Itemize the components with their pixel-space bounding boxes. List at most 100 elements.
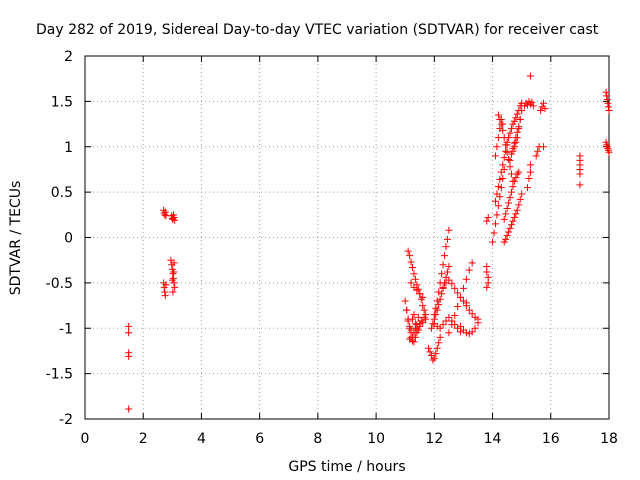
data-point (484, 279, 492, 287)
data-point (526, 72, 534, 80)
x-tick-label: 12 (425, 431, 443, 447)
data-point (161, 292, 169, 300)
data-point (433, 322, 441, 330)
data-point (506, 194, 514, 202)
data-point (528, 98, 536, 106)
data-point (459, 284, 467, 292)
data-point (605, 106, 613, 114)
x-tick-labels: 0 2 4 6 8 10 12 14 16 18 (81, 431, 618, 447)
data-point (576, 152, 584, 160)
data-point (509, 183, 517, 191)
y-tick-labels: -2 -1.5 -1 -0.5 0 0.5 1 1.5 2 (46, 49, 73, 428)
data-point (435, 301, 443, 309)
data-point (500, 215, 508, 223)
y-tick-label: 1 (64, 140, 73, 156)
data-point (541, 105, 549, 113)
data-point (459, 297, 467, 305)
data-point (526, 100, 534, 108)
data-point (410, 329, 418, 337)
data-point (432, 304, 440, 312)
x-tick-label: 14 (484, 431, 502, 447)
data-point (420, 313, 428, 321)
data-point (125, 352, 133, 360)
data-point (441, 252, 449, 260)
data-point (515, 201, 523, 209)
data-point (445, 313, 453, 321)
data-point (417, 295, 425, 303)
data-point (419, 319, 427, 327)
data-point (496, 116, 504, 124)
data-point (442, 243, 450, 251)
data-point (513, 206, 521, 214)
data-point (422, 315, 430, 323)
x-tick-label: 16 (542, 431, 560, 447)
data-point (409, 263, 416, 271)
data-point (506, 129, 514, 137)
data-point (602, 88, 610, 96)
data-point (604, 145, 612, 153)
data-point (426, 348, 434, 356)
data-point (493, 211, 501, 219)
data-point (502, 210, 510, 218)
data-point (532, 152, 540, 160)
data-point (465, 330, 473, 338)
data-point (526, 161, 534, 169)
data-point (433, 297, 441, 305)
x-tick-label: 18 (600, 431, 618, 447)
data-point (503, 232, 511, 240)
x-tick-label: 6 (255, 431, 264, 447)
data-point (603, 92, 611, 100)
data-point (507, 221, 515, 229)
data-point (168, 276, 176, 284)
data-point (438, 270, 446, 278)
data-point (161, 288, 169, 296)
data-point (509, 217, 517, 225)
data-point (445, 226, 453, 234)
data-point (125, 405, 133, 413)
data-point (414, 285, 422, 293)
data-point (169, 215, 177, 223)
data-point (505, 199, 513, 207)
data-point (474, 315, 482, 323)
data-point (454, 289, 462, 297)
data-point (435, 288, 443, 296)
data-point (465, 266, 473, 274)
data-point (471, 313, 479, 321)
data-point (407, 258, 415, 266)
data-point (409, 315, 416, 323)
data-point (516, 116, 524, 124)
data-point (436, 333, 444, 341)
data-point (443, 235, 451, 243)
data-point (170, 268, 178, 276)
data-point (515, 125, 523, 133)
data-point (503, 138, 511, 146)
data-point (433, 306, 441, 314)
data-point (162, 281, 170, 289)
data-point (404, 247, 412, 255)
grid-lines (85, 56, 609, 419)
data-point (406, 322, 414, 330)
data-point (499, 161, 507, 169)
data-point (169, 274, 177, 282)
data-point (510, 117, 518, 125)
data-point (605, 148, 613, 156)
data-point (494, 202, 502, 210)
data-point (526, 168, 534, 176)
data-point (125, 322, 133, 330)
data-point (407, 333, 415, 341)
data-point (406, 252, 414, 260)
data-point (494, 183, 502, 191)
data-point (506, 163, 514, 171)
data-point (603, 143, 611, 151)
data-point (529, 102, 537, 110)
data-point (430, 311, 438, 319)
data-point (497, 120, 505, 128)
data-point (512, 210, 520, 218)
data-point (512, 174, 520, 182)
data-point (502, 235, 510, 243)
data-point (507, 125, 515, 133)
data-point (540, 99, 547, 107)
data-point (516, 195, 524, 203)
data-point (502, 147, 510, 155)
